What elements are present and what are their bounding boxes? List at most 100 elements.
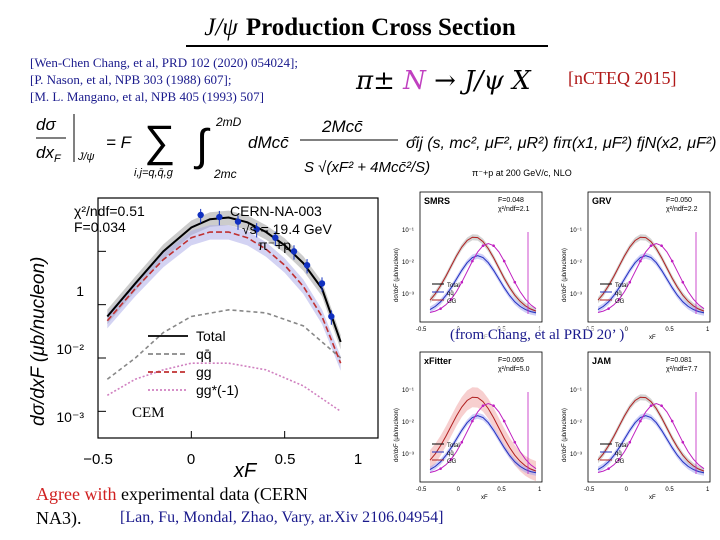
uncertainty-band-total (107, 210, 341, 350)
data-point (303, 261, 311, 269)
inset-chi: χ²/ndf=5.0 (498, 366, 530, 373)
inset-x-tick-label: -0.5 (416, 487, 427, 493)
inset-data-point (492, 244, 495, 248)
x-tick-label: −0.5 (83, 451, 113, 466)
inset-data-point (449, 297, 453, 301)
inset-panel-jam: JAM F=0.081 χ²/ndf=7.7 Total qq̄ GG -0.5 0 0.5 1 1… (562, 351, 711, 501)
y-tick-label: 10⁻³ (56, 409, 84, 425)
inset-panel-smrs: SMRSF=0.048χ²/ndf=2.1Totalqq̄GG-0.500.51… (394, 191, 543, 341)
inset-band (598, 394, 704, 475)
inset-data-point (628, 440, 632, 444)
formula-jpsi-sub: J/ψ (77, 151, 95, 163)
title-text: Production Cross Section (245, 14, 516, 41)
inset-data-point (449, 457, 453, 461)
formula-integral: ∫ (193, 121, 211, 170)
inset-data-point (607, 307, 610, 310)
inset-y-tick-label: 10⁻² (570, 260, 582, 266)
inset-y-tick-label: 10⁻¹ (570, 388, 582, 394)
inset-x-tick-label: 0 (625, 327, 629, 333)
inset-data-point (670, 419, 674, 423)
formula-svg: dσ dxF J/ψ = F ∑ i,j=q,q̄,g ∫ 2mD 2mc dM… (36, 114, 717, 181)
inset-chi: χ²/ndf=7.7 (666, 366, 698, 373)
inset-f: F=0.081 (666, 357, 692, 364)
data-point (234, 218, 242, 225)
main-beam: π⁻+p (258, 237, 291, 253)
x-tick-label: 0 (187, 451, 195, 466)
slide-title: J/ψ Production Cross Section (0, 14, 720, 47)
inset-x-tick-label: 0.5 (665, 327, 674, 333)
inset-legend-label: qq̄ (447, 291, 454, 297)
inset-y-tick-label: 10⁻³ (402, 452, 414, 458)
inset-y-tick-label: 10⁻¹ (402, 228, 414, 234)
x-tick-label: 0.5 (275, 451, 296, 466)
data-point (290, 248, 298, 255)
agreement-statement: Agree with experimental data (CERN NA3). (36, 482, 308, 530)
formula-int-upper: 2mD (215, 115, 242, 129)
inset-legend-label: qq̄ (615, 291, 622, 297)
main-f-value: F=0.034 (74, 219, 126, 235)
inset-x-tick-label: 0.5 (497, 487, 506, 493)
inset-f: F=0.065 (498, 357, 524, 364)
inset-legend-label: GG (615, 299, 625, 305)
inset-data-point (628, 280, 632, 284)
inset-name: GRV (592, 196, 611, 206)
main-y-axis-label: dσ/dxF (μb/nucleon) (28, 257, 49, 426)
inset-total-curve (597, 396, 705, 472)
inset-y-tick-label: 10⁻³ (402, 292, 414, 298)
y-tick-label: 1 (76, 283, 84, 299)
inset-x-tick-label: 0 (625, 487, 629, 493)
inset-data-point (617, 457, 621, 461)
inset-data-point (471, 419, 474, 423)
insets-header: π⁻+p at 200 GeV/c, NLO (472, 168, 572, 178)
process-target: N (403, 66, 426, 96)
inset-qq-curve (597, 255, 705, 314)
main-plot-svg: −0.5 0 0.5 1 1 10⁻² 10⁻³ dσ/dxF (μb/nucl… (28, 197, 379, 468)
main-chi2: χ²/ndf=0.51 (74, 203, 145, 219)
reference-3: [M. L. Mangano, et al, NPB 405 (1993) 50… (30, 89, 264, 104)
process-equation: π± N → J/ψ X (356, 66, 531, 96)
title-underline (186, 45, 548, 47)
ncteq-label: [nCTEQ 2015] (568, 68, 677, 88)
inset-legend-label: qq̄ (447, 451, 454, 457)
process-product: J/ψ (464, 66, 504, 96)
inset-data-point (660, 404, 663, 408)
inset-data-point (460, 280, 464, 284)
reference-1: [Wen-Chen Chang, et al, PRD 102 (2020) 0… (30, 55, 298, 70)
inset-panel-grv: GRVF=0.050χ²/ndf=2.2Totalqq̄GG-0.500.511… (562, 191, 711, 341)
inset-name: xFitter (424, 356, 452, 366)
inset-data-point (639, 419, 642, 423)
formula-dsigma: dσ (36, 115, 56, 134)
series-line-gg (106, 231, 342, 364)
formula-int-lower: 2mc (213, 167, 237, 181)
inset-name: SMRS (424, 196, 450, 206)
inset-legend-label: GG (447, 299, 457, 305)
inset-x-tick-label: 0.5 (665, 487, 674, 493)
from-chang-caption: (from Chang, et al PRD 20’ ) (450, 327, 625, 344)
reference-2: [P. Nason, et al, NPB 303 (1988) 607]; (30, 72, 232, 87)
title-symbol: J/ψ (204, 14, 238, 41)
inset-band (430, 234, 536, 315)
inset-y-tick-label: 10⁻² (402, 420, 414, 426)
inset-x-axis-label: xF (481, 495, 488, 501)
inset-y-tick-label: 10⁻² (570, 420, 582, 426)
data-point (272, 234, 279, 241)
uncertainty-band-gg (107, 225, 341, 371)
inset-legend-label: Total (447, 443, 460, 449)
inset-data-point (460, 440, 464, 444)
inset-x-tick-label: 0 (457, 487, 461, 493)
inset-data-point (681, 440, 685, 444)
inset-x-axis-label: xF (649, 335, 656, 341)
main-cross-section-plot: −0.5 0 0.5 1 1 10⁻² 10⁻³ dσ/dxF (μb/nucl… (28, 186, 388, 468)
agree-line2: NA3). (36, 508, 82, 528)
inset-band (598, 234, 704, 315)
inset-legend-label: qq̄ (615, 451, 622, 457)
inset-y-tick-label: 10⁻¹ (402, 388, 414, 394)
cross-section-formula: dσ dxF J/ψ = F ∑ i,j=q,q̄,g ∫ 2mD 2mc dM… (36, 112, 717, 192)
data-point (328, 313, 335, 320)
process-arrow: → (434, 66, 456, 96)
inset-y-tick-label: 10⁻³ (570, 452, 582, 458)
inset-data-point (513, 440, 517, 444)
inset-x-tick-label: 1 (538, 487, 542, 493)
inset-data-point (439, 467, 442, 470)
process-beam: π± (356, 66, 395, 96)
